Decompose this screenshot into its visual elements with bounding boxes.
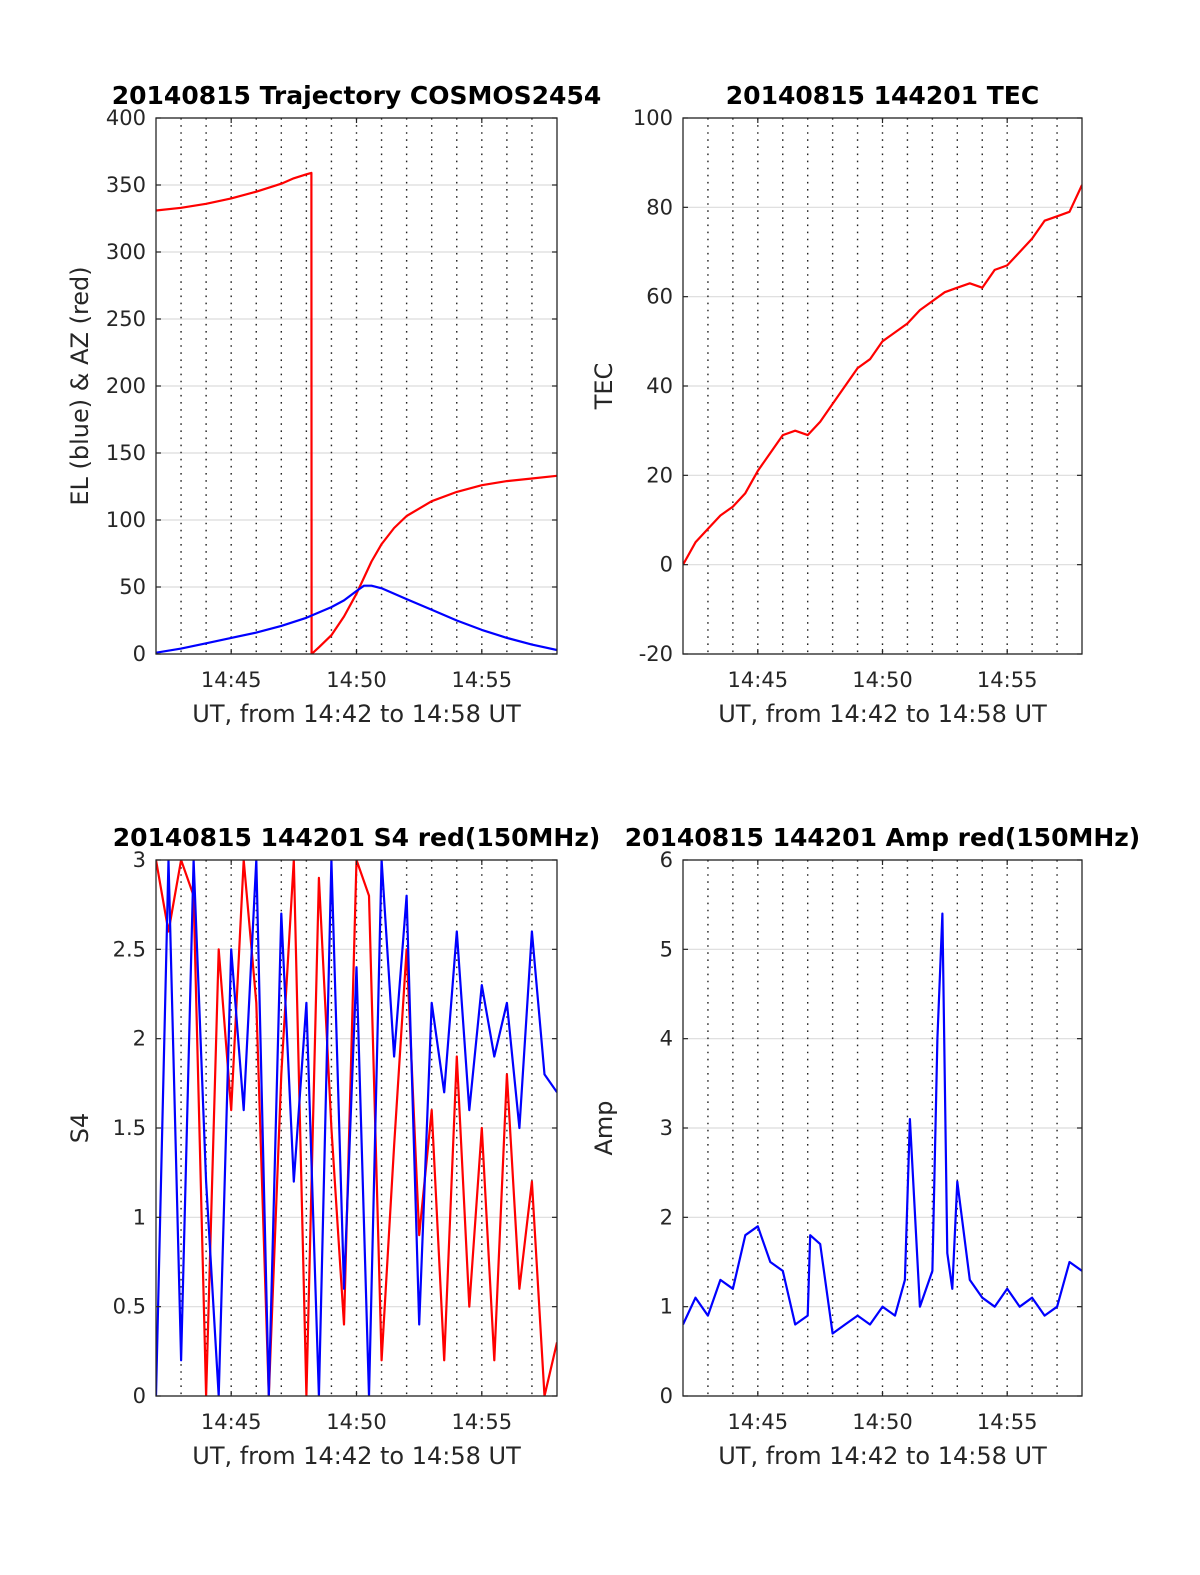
chart-title: 20140815 144201 Amp red(150MHz) — [625, 823, 1141, 852]
y-tick-label: 50 — [119, 575, 146, 599]
x-axis-label: UT, from 14:42 to 14:58 UT — [192, 700, 521, 728]
y-tick-label: -20 — [639, 642, 673, 666]
chart-title: 20140815 Trajectory COSMOS2454 — [112, 81, 602, 110]
y-tick-label: 6 — [660, 848, 673, 872]
x-tick-label: 14:45 — [728, 668, 789, 692]
y-tick-label: 60 — [646, 285, 673, 309]
y-tick-label: 100 — [106, 508, 146, 532]
y-tick-label: 4 — [660, 1027, 673, 1051]
y-tick-label: 5 — [660, 937, 673, 961]
x-tick-label: 14:50 — [326, 1410, 387, 1434]
y-tick-label: 2 — [133, 1027, 146, 1051]
y-tick-label: 3 — [660, 1116, 673, 1140]
y-tick-label: 1.5 — [113, 1116, 146, 1140]
x-tick-label: 14:55 — [452, 668, 513, 692]
x-axis-label: UT, from 14:42 to 14:58 UT — [192, 1442, 521, 1470]
y-axis-label: S4 — [66, 1113, 94, 1144]
panel-amp: 0 1 2 3 4 5 6 14:45 14:50 14:55 20140815 144201 Am… — [590, 823, 1140, 1470]
series-line-1 — [683, 184, 1082, 566]
x-axis-label: UT, from 14:42 to 14:58 UT — [718, 1442, 1047, 1470]
y-tick-label: 250 — [106, 307, 146, 331]
y-tick-label: 80 — [646, 195, 673, 219]
panel-tec: -20 0 20 40 60 80 100 14:45 14:50 14:55 20140815 1… — [590, 81, 1083, 728]
y-tick-label: 0 — [660, 553, 673, 577]
y-tick-label: 0 — [660, 1384, 673, 1408]
x-tick-label: 14:50 — [852, 668, 913, 692]
y-axis-label: EL (blue) & AZ (red) — [66, 266, 94, 505]
x-tick-label: 14:45 — [728, 1410, 789, 1434]
panel-s4: 0 0.5 1 1.5 2 2.5 3 14:45 14:50 14:55 20140815 144… — [66, 823, 600, 1470]
x-axis-label: UT, from 14:42 to 14:58 UT — [718, 700, 1047, 728]
y-tick-label: 0 — [133, 642, 146, 666]
panel-trajectory: 0 50 100 150 200 250 300 350 400 14:45 14:50 14:55 2… — [66, 81, 601, 728]
x-tick-label: 14:45 — [201, 668, 262, 692]
x-tick-label: 14:50 — [852, 1410, 913, 1434]
y-tick-label: 200 — [106, 374, 146, 398]
y-tick-label: 400 — [106, 106, 146, 130]
y-tick-label: 1 — [133, 1205, 146, 1229]
y-tick-label: 0.5 — [113, 1295, 146, 1319]
y-tick-label: 3 — [133, 848, 146, 872]
series-line-2 — [156, 584, 557, 654]
y-tick-label: 0 — [133, 1384, 146, 1408]
series-line-1 — [683, 912, 1082, 1335]
y-tick-label: 20 — [646, 463, 673, 487]
x-tick-label: 14:55 — [977, 1410, 1038, 1434]
y-tick-label: 40 — [646, 374, 673, 398]
y-tick-label: 100 — [633, 106, 673, 130]
x-tick-label: 14:50 — [326, 668, 387, 692]
x-tick-label: 14:55 — [977, 668, 1038, 692]
y-tick-label: 1 — [660, 1295, 673, 1319]
y-tick-label: 300 — [106, 240, 146, 264]
series-line-2 — [156, 860, 557, 1396]
series-line-1 — [156, 860, 557, 1396]
series-line-1 — [156, 171, 557, 654]
y-tick-label: 2.5 — [113, 937, 146, 961]
x-tick-label: 14:55 — [452, 1410, 513, 1434]
y-tick-label: 350 — [106, 173, 146, 197]
y-axis-label: TEC — [590, 363, 618, 411]
y-tick-label: 150 — [106, 441, 146, 465]
chart-title: 20140815 144201 S4 red(150MHz) — [113, 823, 601, 852]
y-tick-label: 2 — [660, 1205, 673, 1229]
x-tick-label: 14:45 — [201, 1410, 262, 1434]
y-axis-label: Amp — [590, 1100, 618, 1155]
chart-title: 20140815 144201 TEC — [726, 81, 1039, 110]
